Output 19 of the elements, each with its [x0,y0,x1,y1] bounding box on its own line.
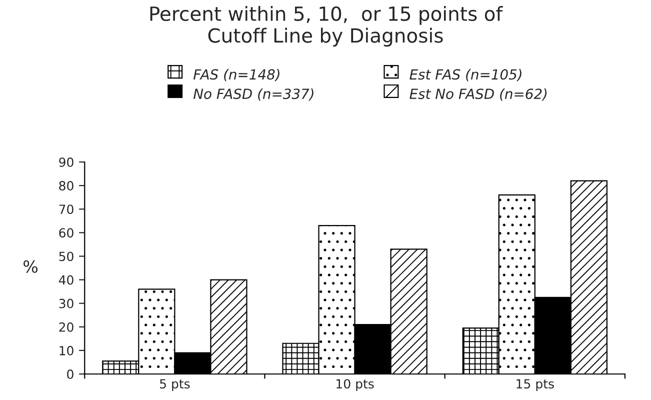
x-tick-label: 10 pts [336,379,374,391]
y-tick-label: 80 [59,181,74,190]
legend-label: Est No FASD (n=62) [410,88,547,101]
y-tick-label: 50 [59,252,74,262]
y-tick-label: 70 [59,204,74,214]
x-tick-label: 5 pts [160,379,190,391]
y-tick-label: 0 [67,369,74,379]
y-tick-label: 10 [60,346,74,356]
y-axis-title: % [24,260,38,273]
y-tick-label: 30 [59,298,74,308]
legend-label: No FASD (n=337) [193,88,314,101]
x-tick-label: 15 pts [516,379,554,391]
legend-label: Est FAS (n=105) [410,68,522,82]
y-tick-label: 40 [58,275,74,285]
y-tick-label: 90 [59,157,74,167]
y-tick-label: 20 [59,322,74,332]
legend-label: FAS (n=148) [193,68,280,82]
chart-title: Percent within 5, 10, or 15 points of Cutoff Line by Diagnosis [150,6,503,47]
y-tick-label: 60 [59,228,74,238]
